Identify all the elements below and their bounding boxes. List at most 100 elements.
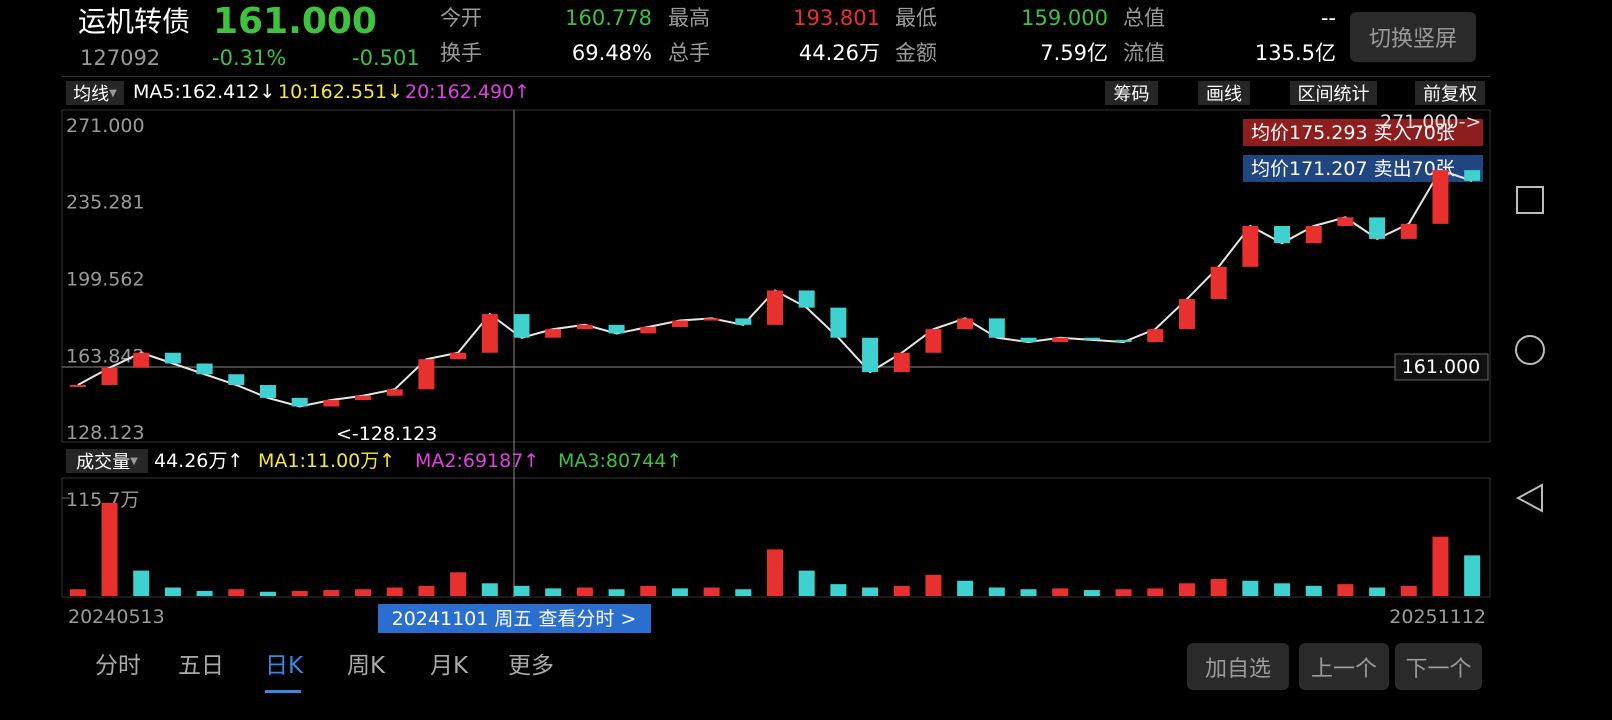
volume-bar — [798, 570, 815, 596]
price-line — [77, 168, 1473, 408]
volume-now: 44.26万↑ — [154, 450, 244, 472]
candle — [545, 329, 562, 338]
vol-ma3: MA3:80744↑ — [558, 450, 683, 472]
tool-button[interactable]: 区间统计 — [1290, 81, 1377, 105]
volume-bar — [1432, 536, 1449, 596]
end-date: 20251112 — [1389, 606, 1486, 628]
candle — [1052, 337, 1069, 343]
cursor-box[interactable] — [378, 604, 651, 633]
volume-bar — [767, 549, 783, 596]
ma5: MA5:162.412↓ — [133, 81, 276, 103]
volume-bar — [1115, 589, 1132, 596]
low-label: <-128.123 — [336, 423, 437, 445]
candle — [798, 290, 815, 308]
volume-bar — [101, 502, 118, 596]
candle — [164, 352, 181, 364]
volume-bar — [735, 589, 752, 596]
candle — [450, 352, 467, 360]
tab[interactable]: 周K — [347, 653, 386, 679]
stat-value: -- — [1320, 6, 1336, 30]
stat-value: 69.48% — [571, 41, 652, 65]
candle — [133, 352, 150, 368]
nav-recent[interactable] — [1516, 186, 1544, 214]
candle — [1147, 329, 1164, 343]
candle — [1305, 225, 1322, 244]
price: 161.000 — [213, 1, 377, 42]
buy-box — [1243, 119, 1483, 146]
nav-back[interactable] — [1515, 483, 1543, 513]
stat-label: 总值 — [1123, 6, 1165, 30]
volume-bar — [164, 587, 181, 596]
stat-value: 159.000 — [1021, 6, 1108, 30]
volume-bar — [418, 585, 435, 596]
nav-home[interactable] — [1515, 335, 1545, 365]
price-frame — [61, 109, 1491, 443]
tool-button[interactable]: 画线 — [1198, 81, 1250, 105]
volume-bar — [69, 589, 86, 596]
volume-bar — [355, 589, 372, 596]
candle — [196, 363, 213, 375]
volume-bar — [925, 574, 942, 596]
tool-button[interactable]: 前复权 — [1415, 81, 1485, 105]
volume-bar — [988, 587, 1005, 596]
candle — [1020, 337, 1037, 343]
cursor-label[interactable]: 20241101 周五 查看分时 > — [392, 608, 637, 630]
stat-value: 193.801 — [793, 6, 880, 30]
candle — [386, 389, 403, 396]
current-label: 161.000 — [1402, 356, 1481, 378]
ma20: 20:162.490↑ — [405, 81, 531, 103]
candle — [703, 318, 720, 321]
stat-value: 7.59亿 — [1040, 41, 1108, 65]
volume-bar — [323, 590, 340, 596]
volume-selector[interactable]: 成交量 ▼ — [66, 449, 148, 473]
switch-button[interactable]: 切换竖屏 — [1350, 12, 1476, 62]
start-date: 20240513 — [68, 606, 165, 628]
candle — [1464, 170, 1481, 181]
stat-value: 160.778 — [565, 6, 652, 30]
volume-bar — [1020, 589, 1037, 596]
tab[interactable]: 更多 — [508, 653, 554, 679]
volume-bar — [640, 585, 657, 596]
stat-label: 总手 — [668, 41, 710, 65]
tab[interactable]: 月K — [430, 653, 469, 679]
high-label: 271.000-> — [1380, 111, 1481, 133]
candle — [418, 359, 435, 390]
button[interactable]: 下一个 — [1395, 643, 1482, 690]
change: -0.501 — [352, 46, 420, 70]
candle — [1115, 339, 1132, 343]
stat-label: 今开 — [440, 6, 482, 30]
sell-label: 均价171.207 卖出70张 — [1251, 158, 1455, 180]
volume-bar — [259, 591, 276, 596]
tool-button[interactable]: 筹码 — [1105, 81, 1158, 105]
tab[interactable]: 分时 — [95, 653, 141, 679]
ma-selector[interactable]: 均线 ▼ — [66, 81, 124, 105]
volume-bar — [1337, 584, 1354, 596]
candle — [1369, 217, 1386, 239]
candle — [862, 337, 879, 373]
tab-underline — [265, 690, 301, 693]
divider — [62, 76, 1490, 77]
volume-bar — [386, 587, 403, 596]
volume-bar — [1369, 587, 1386, 596]
candle — [228, 374, 245, 385]
stat-label: 最高 — [668, 6, 710, 30]
candle — [101, 367, 118, 385]
candle — [925, 329, 942, 353]
volume-bar — [133, 570, 150, 596]
candle — [1432, 170, 1449, 224]
candle — [355, 395, 372, 401]
candle — [1210, 266, 1227, 300]
tab[interactable]: 五日 — [178, 653, 224, 679]
candle — [957, 318, 974, 330]
volume-bar — [671, 588, 688, 596]
button[interactable]: 加自选 — [1187, 643, 1289, 690]
candle — [735, 318, 752, 325]
tab[interactable]: 日K — [265, 653, 304, 679]
stat-value: 44.26万 — [798, 41, 880, 65]
volume-bar — [1305, 585, 1322, 596]
ma-selector-label: 均线 — [73, 84, 110, 105]
button[interactable]: 上一个 — [1299, 643, 1389, 690]
volume-bar — [1400, 585, 1417, 596]
volume-bar — [196, 590, 213, 596]
